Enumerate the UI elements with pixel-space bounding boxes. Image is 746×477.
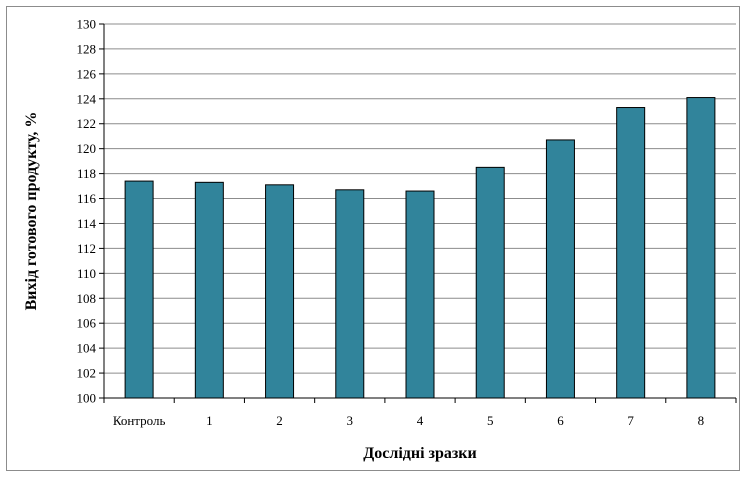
bar: [335, 189, 365, 399]
x-tick-label: 7: [627, 413, 634, 428]
bars: [124, 97, 716, 399]
x-tick-label: 8: [698, 413, 705, 428]
x-tick-label: 4: [417, 413, 424, 428]
bar: [194, 181, 224, 399]
y-tick-label: 106: [77, 316, 97, 331]
bar: [545, 139, 575, 399]
y-tick-label: 118: [77, 166, 96, 181]
x-tick-label: Контроль: [113, 413, 166, 428]
y-tick-label: 110: [77, 266, 96, 281]
x-tick-label: 6: [557, 413, 564, 428]
x-tick-labels: Контроль 1 2 3 4 5 6 7 8: [103, 398, 737, 428]
y-tick-label: 102: [77, 366, 97, 381]
y-tick-label: 100: [77, 391, 97, 406]
x-tick-label: 1: [206, 413, 213, 428]
y-tick-label: 104: [77, 341, 97, 356]
bar: [475, 166, 505, 399]
y-tick-label: 108: [77, 291, 97, 306]
y-tick-label: 112: [77, 241, 96, 256]
y-tick-label: 114: [77, 216, 97, 231]
y-tick-label: 124: [77, 91, 97, 106]
y-tick-label: 116: [77, 191, 97, 206]
y-axis-title: Вихід готового продукту, %: [23, 112, 40, 311]
x-tick-label: 5: [487, 413, 494, 428]
x-tick-label: 2: [276, 413, 283, 428]
x-axis-title: Дослідні зразки: [363, 445, 476, 462]
y-tick-label: 130: [77, 17, 97, 32]
y-tick-label: 126: [77, 66, 97, 81]
bar: [124, 180, 154, 399]
bar: [265, 184, 295, 399]
y-tick-labels: 100 102 104 106 108 110 112 114 116 118 120 122 124 1…: [77, 17, 104, 406]
x-tick-label: 3: [347, 413, 354, 428]
bar: [616, 107, 646, 399]
y-tick-label: 122: [77, 116, 97, 131]
bar: [405, 190, 435, 399]
y-tick-label: 128: [77, 41, 97, 56]
bar: [686, 97, 716, 399]
y-tick-label: 120: [77, 141, 97, 156]
